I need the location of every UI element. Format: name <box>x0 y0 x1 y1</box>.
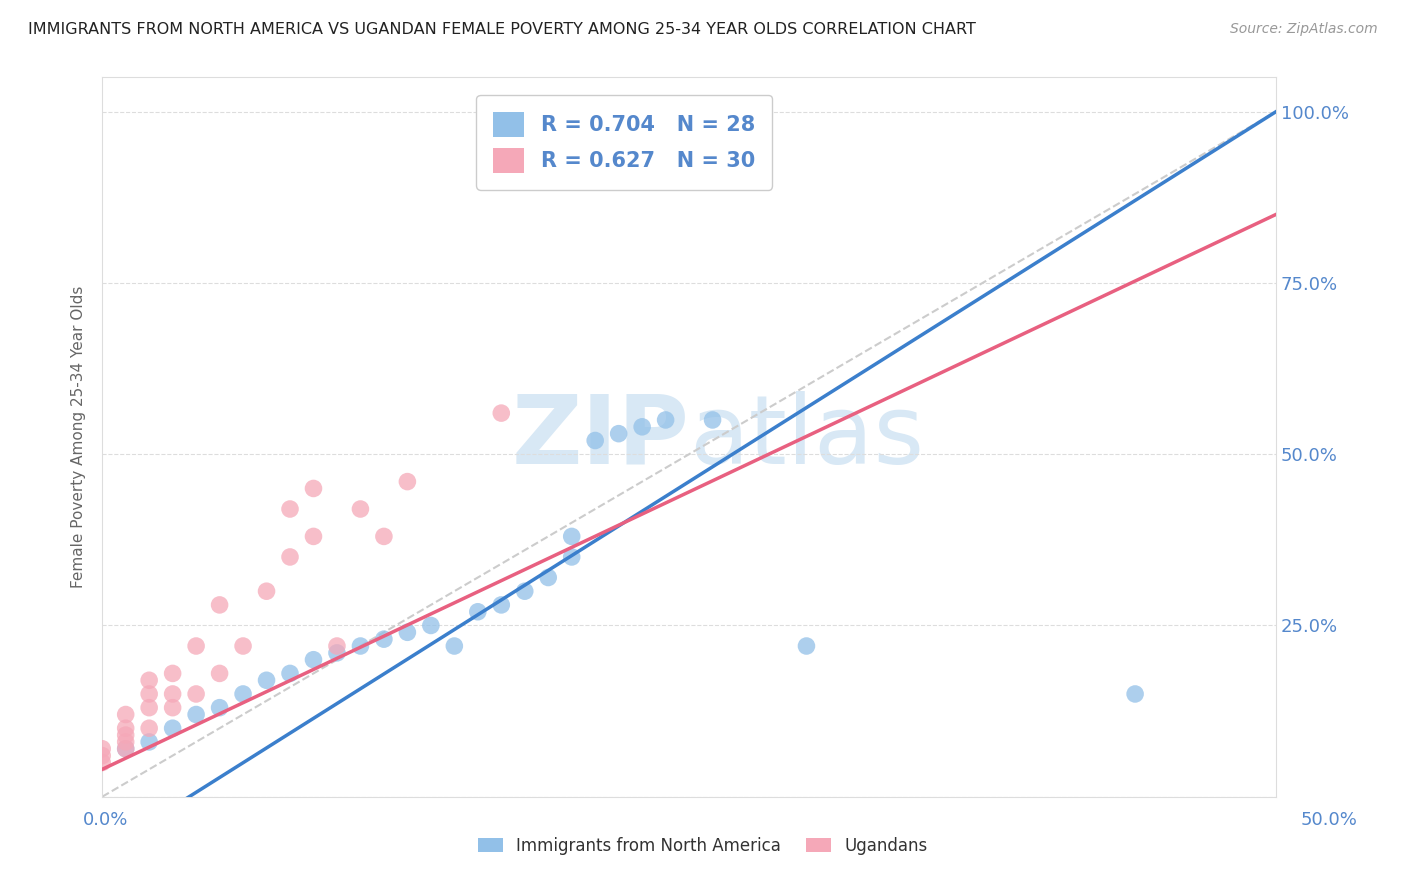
Point <box>467 605 489 619</box>
Point <box>114 741 136 756</box>
Point <box>232 687 254 701</box>
Point <box>138 700 160 714</box>
Point <box>349 639 371 653</box>
Point <box>208 666 231 681</box>
Point <box>184 687 207 701</box>
Point <box>138 721 160 735</box>
Text: atlas: atlas <box>689 391 924 483</box>
Point <box>796 639 818 653</box>
Point <box>138 673 160 688</box>
Point <box>256 584 278 599</box>
Point <box>654 413 676 427</box>
Point <box>114 721 136 735</box>
Point <box>396 475 419 489</box>
Point <box>114 741 136 756</box>
Point <box>302 482 325 496</box>
Point <box>349 502 371 516</box>
Point <box>491 406 513 420</box>
Legend: R = 0.704   N = 28, R = 0.627   N = 30: R = 0.704 N = 28, R = 0.627 N = 30 <box>477 95 772 190</box>
Point <box>184 639 207 653</box>
Point <box>561 529 583 543</box>
Point <box>631 419 654 434</box>
Point <box>302 653 325 667</box>
Point <box>491 598 513 612</box>
Point <box>419 618 441 632</box>
Point <box>537 570 560 584</box>
Point <box>184 707 207 722</box>
Point <box>91 748 114 763</box>
Text: IMMIGRANTS FROM NORTH AMERICA VS UGANDAN FEMALE POVERTY AMONG 25-34 YEAR OLDS CO: IMMIGRANTS FROM NORTH AMERICA VS UGANDAN… <box>28 22 976 37</box>
Text: 50.0%: 50.0% <box>1301 811 1357 829</box>
Point <box>232 639 254 653</box>
Point <box>208 700 231 714</box>
Text: Source: ZipAtlas.com: Source: ZipAtlas.com <box>1230 22 1378 37</box>
Point <box>278 549 301 564</box>
Point <box>373 529 395 543</box>
Point <box>1123 687 1146 701</box>
Text: 0.0%: 0.0% <box>83 811 128 829</box>
Text: ZIP: ZIP <box>512 391 689 483</box>
Point <box>702 413 724 427</box>
Point <box>278 666 301 681</box>
Point <box>162 666 184 681</box>
Y-axis label: Female Poverty Among 25-34 Year Olds: Female Poverty Among 25-34 Year Olds <box>72 286 86 588</box>
Point <box>114 735 136 749</box>
Point <box>162 700 184 714</box>
Point <box>607 426 630 441</box>
Legend: Immigrants from North America, Ugandans: Immigrants from North America, Ugandans <box>471 830 935 862</box>
Point <box>513 584 536 599</box>
Point <box>91 756 114 770</box>
Point <box>256 673 278 688</box>
Point <box>114 728 136 742</box>
Point <box>138 687 160 701</box>
Point <box>162 687 184 701</box>
Point <box>326 646 349 660</box>
Point <box>114 707 136 722</box>
Point <box>396 625 419 640</box>
Point <box>373 632 395 647</box>
Point <box>326 639 349 653</box>
Point <box>302 529 325 543</box>
Point <box>208 598 231 612</box>
Point <box>138 735 160 749</box>
Point <box>443 639 465 653</box>
Point <box>583 434 606 448</box>
Point <box>162 721 184 735</box>
Point <box>561 549 583 564</box>
Point <box>278 502 301 516</box>
Point <box>91 741 114 756</box>
